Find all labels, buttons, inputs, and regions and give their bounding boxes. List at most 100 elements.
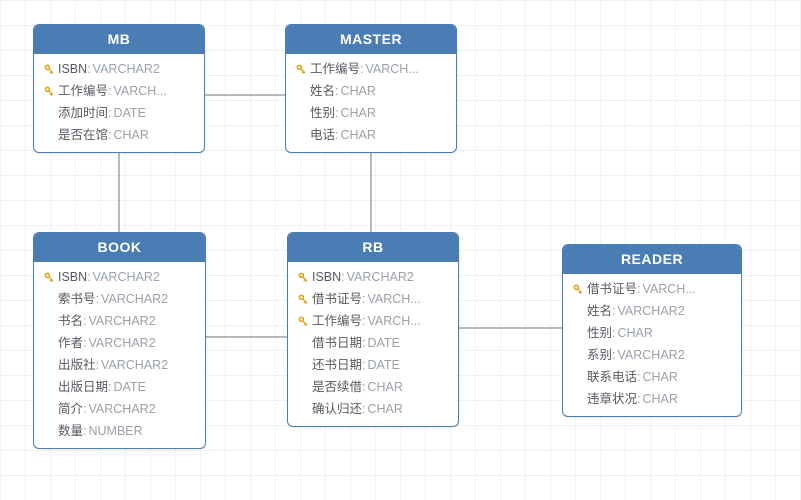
attribute-row[interactable]: 索书号: VARCHAR2 xyxy=(34,288,205,310)
entity-RB[interactable]: RBISBN: VARCHAR2借书证号: VARCH...工作编号: VARC… xyxy=(287,232,459,427)
attribute-row[interactable]: 确认归还: CHAR xyxy=(288,398,458,420)
primary-key-icon xyxy=(571,282,585,296)
attribute-name: 索书号 xyxy=(58,290,96,308)
attribute-type: DATE xyxy=(114,104,146,122)
attribute-name: 出版社 xyxy=(58,356,96,374)
key-indicator xyxy=(292,62,310,76)
entity-title: BOOK xyxy=(34,233,205,262)
entity-MB[interactable]: MB ISBN: VARCHAR2工作编号: VARCH...添加时间: DATE… xyxy=(33,24,205,153)
entity-MASTER[interactable]: MASTER工作编号: VARCH...姓名: CHAR性别: CHAR电话: … xyxy=(285,24,457,153)
attribute-row[interactable]: 性别: CHAR xyxy=(286,102,456,124)
attribute-list: 借书证号: VARCH...姓名: VARCHAR2性别: CHAR系别: VA… xyxy=(563,274,741,416)
attribute-row[interactable]: 书名: VARCHAR2 xyxy=(34,310,205,332)
attribute-type: DATE xyxy=(114,378,146,396)
attribute-row[interactable]: 联系电话: CHAR xyxy=(563,366,741,388)
attribute-type: VARCHAR2 xyxy=(101,290,168,308)
attribute-row[interactable]: 电话: CHAR xyxy=(286,124,456,146)
entity-READER[interactable]: READER借书证号: VARCH...姓名: VARCHAR2性别: CHAR… xyxy=(562,244,742,417)
attribute-row[interactable]: 是否续借: CHAR xyxy=(288,376,458,398)
attribute-row[interactable]: 姓名: VARCHAR2 xyxy=(563,300,741,322)
attribute-row[interactable]: 工作编号: VARCH... xyxy=(286,58,456,80)
attribute-row[interactable]: 性别: CHAR xyxy=(563,322,741,344)
attribute-type: VARCHAR2 xyxy=(89,312,156,330)
attribute-name: ISBN xyxy=(58,60,87,78)
attribute-row[interactable]: 作者: VARCHAR2 xyxy=(34,332,205,354)
attribute-name: 性别 xyxy=(587,324,612,342)
attribute-row[interactable]: 工作编号: VARCH... xyxy=(34,80,204,102)
attribute-row[interactable]: 数量: NUMBER xyxy=(34,420,205,442)
key-indicator xyxy=(40,270,58,284)
attribute-name: 系别 xyxy=(587,346,612,364)
attribute-row[interactable]: ISBN: VARCHAR2 xyxy=(34,266,205,288)
attribute-name: 是否续借 xyxy=(312,378,362,396)
attribute-row[interactable]: 借书证号: VARCH... xyxy=(563,278,741,300)
attribute-row[interactable]: 出版日期: DATE xyxy=(34,376,205,398)
attribute-row[interactable]: 是否在馆: CHAR xyxy=(34,124,204,146)
attribute-name: ISBN xyxy=(312,268,341,286)
attribute-name: 作者 xyxy=(58,334,83,352)
entity-BOOK[interactable]: BOOK ISBN: VARCHAR2索书号: VARCHAR2书名: VARCH… xyxy=(33,232,206,449)
attribute-row[interactable]: 工作编号: VARCH... xyxy=(288,310,458,332)
attribute-type: VARCH... xyxy=(114,82,167,100)
attribute-row[interactable]: ISBN: VARCHAR2 xyxy=(288,266,458,288)
attribute-type: NUMBER xyxy=(89,422,143,440)
attribute-row[interactable]: 系别: VARCHAR2 xyxy=(563,344,741,366)
entity-title: RB xyxy=(288,233,458,262)
attribute-row[interactable]: 出版社: VARCHAR2 xyxy=(34,354,205,376)
attribute-row[interactable]: 还书日期: DATE xyxy=(288,354,458,376)
attribute-type: CHAR xyxy=(643,368,678,386)
primary-key-icon xyxy=(296,292,310,306)
primary-key-icon xyxy=(42,84,56,98)
attribute-name: ISBN xyxy=(58,268,87,286)
attribute-type: CHAR xyxy=(341,104,376,122)
attribute-type: VARCHAR2 xyxy=(89,334,156,352)
key-indicator xyxy=(294,270,312,284)
attribute-name: 借书证号 xyxy=(312,290,362,308)
attribute-type: VARCH... xyxy=(366,60,419,78)
primary-key-icon xyxy=(42,270,56,284)
attribute-type: CHAR xyxy=(114,126,149,144)
primary-key-icon xyxy=(296,314,310,328)
attribute-type: VARCH... xyxy=(368,290,421,308)
attribute-type: VARCH... xyxy=(368,312,421,330)
attribute-name: 是否在馆 xyxy=(58,126,108,144)
key-indicator xyxy=(294,314,312,328)
attribute-type: VARCHAR2 xyxy=(89,400,156,418)
key-indicator xyxy=(40,84,58,98)
primary-key-icon xyxy=(296,270,310,284)
key-indicator xyxy=(569,282,587,296)
diagram-canvas: MBISBN: VARCHAR2工作编号: VARCH...添加时间: DATE… xyxy=(0,0,801,500)
attribute-type: CHAR xyxy=(368,378,403,396)
attribute-name: 添加时间 xyxy=(58,104,108,122)
attribute-name: 联系电话 xyxy=(587,368,637,386)
entity-title: MB xyxy=(34,25,204,54)
attribute-name: 姓名 xyxy=(587,302,612,320)
attribute-row[interactable]: 简介: VARCHAR2 xyxy=(34,398,205,420)
attribute-list: ISBN: VARCHAR2借书证号: VARCH...工作编号: VARCH.… xyxy=(288,262,458,426)
attribute-row[interactable]: 姓名: CHAR xyxy=(286,80,456,102)
primary-key-icon xyxy=(42,62,56,76)
attribute-type: CHAR xyxy=(618,324,653,342)
attribute-name: 工作编号 xyxy=(58,82,108,100)
attribute-row[interactable]: 违章状况: CHAR xyxy=(563,388,741,410)
attribute-type: VARCHAR2 xyxy=(618,302,685,320)
attribute-type: DATE xyxy=(368,334,400,352)
attribute-name: 借书日期 xyxy=(312,334,362,352)
attribute-name: 违章状况 xyxy=(587,390,637,408)
attribute-type: VARCHAR2 xyxy=(618,346,685,364)
attribute-type: CHAR xyxy=(341,82,376,100)
attribute-name: 数量 xyxy=(58,422,83,440)
attribute-name: 书名 xyxy=(58,312,83,330)
attribute-name: 出版日期 xyxy=(58,378,108,396)
attribute-row[interactable]: 借书证号: VARCH... xyxy=(288,288,458,310)
key-indicator xyxy=(40,62,58,76)
attribute-row[interactable]: 借书日期: DATE xyxy=(288,332,458,354)
attribute-name: 工作编号 xyxy=(312,312,362,330)
attribute-type: VARCHAR2 xyxy=(93,60,160,78)
attribute-name: 简介 xyxy=(58,400,83,418)
attribute-row[interactable]: ISBN: VARCHAR2 xyxy=(34,58,204,80)
attribute-type: VARCHAR2 xyxy=(347,268,414,286)
key-indicator xyxy=(294,292,312,306)
attribute-row[interactable]: 添加时间: DATE xyxy=(34,102,204,124)
attribute-list: ISBN: VARCHAR2索书号: VARCHAR2书名: VARCHAR2作… xyxy=(34,262,205,448)
